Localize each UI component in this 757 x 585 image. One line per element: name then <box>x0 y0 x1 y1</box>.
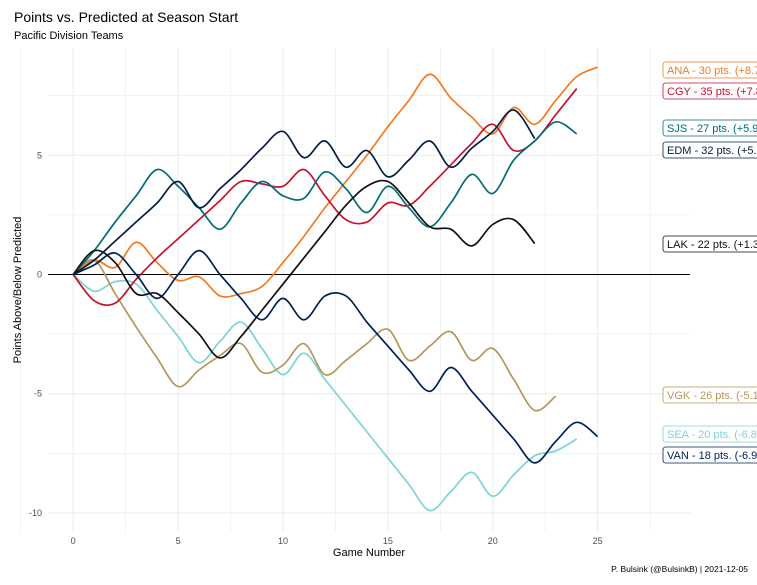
series-line-lak <box>72 179 536 359</box>
label-box <box>662 119 757 137</box>
label-box <box>662 446 757 464</box>
series-line-edm <box>72 109 536 276</box>
gridlines <box>20 48 690 532</box>
series-line-sjs <box>72 121 578 276</box>
series-line-van <box>72 249 599 464</box>
y-axis-title: Points Above/Below Predicted <box>12 217 24 364</box>
label-box <box>662 386 757 404</box>
series-line-vgk <box>72 258 557 412</box>
x-axis-title: Game Number <box>333 547 405 559</box>
label-text: VAN - 18 pts. (-6.9) <box>667 450 757 462</box>
chart-title: Points vs. Predicted at Season Start <box>14 9 238 25</box>
y-tick-label: 5 <box>37 150 42 160</box>
label-text: SJS - 27 pts. (+5.9) <box>667 123 757 135</box>
series-label-sjs: SJS - 27 pts. (+5.9) <box>662 119 757 137</box>
label-box <box>662 425 757 443</box>
series-label-sea: SEA - 20 pts. (-6.8) <box>662 425 757 443</box>
series-labels: ANA - 30 pts. (+8.7) CGY - 35 pts. (+7.8)… <box>662 61 757 464</box>
series-label-vgk: VGK - 26 pts. (-5.1) <box>662 386 757 404</box>
label-box <box>662 61 757 79</box>
label-text: VGK - 26 pts. (-5.1) <box>667 390 757 402</box>
x-tick-label: 15 <box>383 536 393 546</box>
y-tick-label: -10 <box>29 508 42 518</box>
label-text: ANA - 30 pts. (+8.7) <box>667 65 757 77</box>
chart-caption: P. Bulsink (@BulsinkB) | 2021-12-05 <box>611 564 748 574</box>
x-tick-label: 20 <box>488 536 498 546</box>
x-tick-label: 5 <box>176 536 181 546</box>
label-box <box>662 82 757 100</box>
x-tick-label: 10 <box>278 536 288 546</box>
y-tick-label: 0 <box>37 270 42 280</box>
series-line-sea <box>72 273 578 512</box>
label-box <box>662 141 757 159</box>
x-tick-label: 25 <box>593 536 603 546</box>
series-line-ana <box>72 66 599 298</box>
label-text: LAK - 22 pts. (+1.3) <box>667 239 757 251</box>
label-box <box>662 235 757 253</box>
label-text: EDM - 32 pts. (+5.7) <box>667 145 757 157</box>
x-tick-label: 0 <box>71 536 76 546</box>
y-tick-label: -5 <box>34 389 42 399</box>
series-line-cgy <box>72 88 578 307</box>
axis-ticks: 0 5 10 15 20 25 -10 -5 0 5 <box>29 150 603 546</box>
series-lines <box>72 66 599 512</box>
label-text: SEA - 20 pts. (-6.8) <box>667 429 757 441</box>
series-label-ana: ANA - 30 pts. (+8.7) <box>662 61 757 79</box>
series-label-cgy: CGY - 35 pts. (+7.8) <box>662 82 757 100</box>
series-label-edm: EDM - 32 pts. (+5.7) <box>662 141 757 159</box>
chart-subtitle: Pacific Division Teams <box>14 30 124 42</box>
series-label-lak: LAK - 22 pts. (+1.3) <box>662 235 757 253</box>
series-label-van: VAN - 18 pts. (-6.9) <box>662 446 757 464</box>
label-text: CGY - 35 pts. (+7.8) <box>667 86 757 98</box>
